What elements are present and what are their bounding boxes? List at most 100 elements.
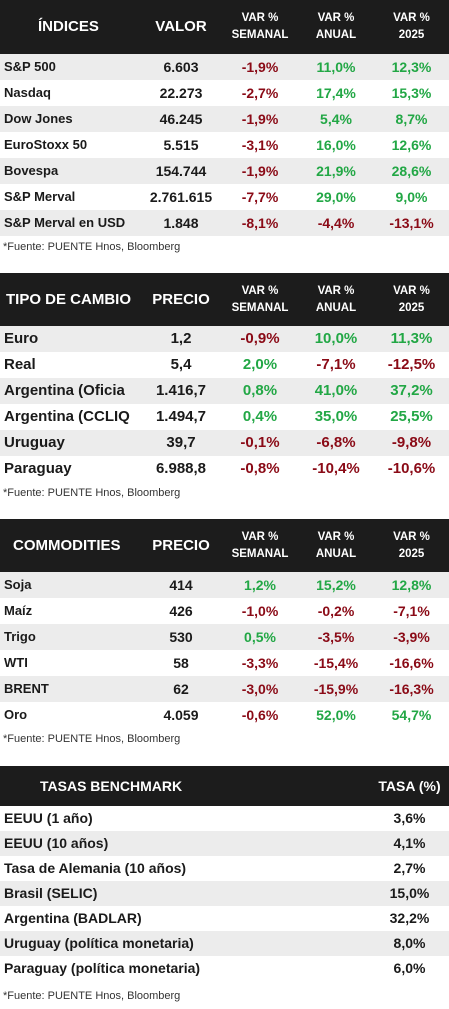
fx-header-year-line2: ANUAL [315,301,357,314]
row-value: 62 [173,681,189,697]
row-year-change: -3,5% [317,629,355,645]
row-week-change: -8,1% [241,215,279,231]
fx-source: *Fuente: PUENTE Hnos, Bloomberg [3,487,181,499]
row-week-change: -3,3% [241,655,279,671]
rate-name: Tasa de Alemania (10 años) [4,860,187,876]
fx-header-year-line1: VAR % [317,284,355,297]
commodities-header-year-line2: ANUAL [315,547,357,560]
commodities-header-value: PRECIO [152,537,210,554]
row-ytd-change: 15,3% [391,85,432,101]
row-ytd-change: -3,9% [393,629,430,645]
row-name: Argentina (CCLIQ [4,408,130,425]
commodities-source: *Fuente: PUENTE Hnos, Bloomberg [3,733,181,745]
row-name: Nasdaq [4,85,51,100]
fx-header-week-line2: SEMANAL [231,301,289,314]
commodities-header-year-line1: VAR % [317,530,355,543]
rate-name: EEUU (10 años) [4,835,109,851]
indices-header-year: VAR % ANUAL [298,10,374,44]
table-row: EEUU (1 año) 3,6% [0,806,449,831]
row-ytd-change: 9,0% [395,189,428,205]
row-week-change: -0,8% [240,460,280,477]
row-ytd-change: 12,6% [391,137,432,153]
row-name: Maíz [4,603,33,618]
table-row: Dow Jones 46.245 -1,9% 5,4% 8,7% [0,106,449,132]
fx-header: TIPO DE CAMBIO PRECIO VAR % SEMANAL VAR % ANU… [0,273,449,326]
rates-header: TASAS BENCHMARK TASA (%) [0,766,449,806]
fx-header-year: VAR % ANUAL [298,283,374,317]
row-name: EuroStoxx 50 [4,137,88,152]
row-ytd-change: 8,7% [395,111,428,127]
row-value: 414 [169,577,193,593]
row-value: 426 [169,603,193,619]
row-year-change: -15,4% [313,655,359,671]
row-name: Bovespa [4,163,59,178]
table-row: Tasa de Alemania (10 años) 2,7% [0,856,449,881]
table-row: Paraguay (política monetaria) 6,0% [0,956,449,981]
indices-header-ytd: VAR % 2025 [374,10,449,44]
row-ytd-change: 12,8% [391,577,432,593]
table-row: BRENT 62 -3,0% -15,9% -16,3% [0,676,449,702]
rate-name: Uruguay (política monetaria) [4,935,194,951]
rate-name: Brasil (SELIC) [4,885,98,901]
row-year-change: -4,4% [317,215,355,231]
table-row: EEUU (10 años) 4,1% [0,831,449,856]
row-week-change: 1,2% [244,577,276,593]
indices-header-week-line1: VAR % [241,12,279,24]
fx-header-week-line1: VAR % [241,284,279,297]
row-name: BRENT [4,681,49,696]
rate-value: 2,7% [393,860,426,876]
row-year-change: 41,0% [314,382,358,399]
rates-header-name: TASAS BENCHMARK [40,778,183,794]
row-value: 58 [173,655,189,671]
table-row: Argentina (Oficia 1.416,7 0,8% 41,0% 37,2% [0,378,449,404]
row-value: 6.988,8 [155,460,207,477]
row-name: S&P Merval en USD [4,215,126,230]
commodities-header-ytd: VAR % 2025 [374,529,449,563]
indices-header: ÍNDICES VALOR VAR % SEMANAL VAR % ANUAL VAR % 2… [0,0,449,54]
row-ytd-change: -16,3% [389,681,434,697]
row-week-change: -1,0% [241,603,279,619]
rates-source: *Fuente: PUENTE Hnos, Bloomberg [3,990,181,1002]
row-week-change: 0,4% [242,408,278,425]
table-row: EuroStoxx 50 5.515 -3,1% 16,0% 12,6% [0,132,449,158]
commodities-header: COMMODITIES PRECIO VAR % SEMANAL VAR % ANUAL V… [0,519,449,572]
row-name: Real [4,356,36,373]
row-week-change: -3,0% [241,681,279,697]
row-name: WTI [4,655,28,670]
row-ytd-change: -16,6% [389,655,434,671]
row-name: Euro [4,330,39,347]
row-year-change: -7,1% [316,356,356,373]
commodities-header-ytd-line1: VAR % [393,530,430,543]
fx-header-ytd-line1: VAR % [393,284,430,297]
row-name: Soja [4,577,32,592]
row-value: 22.273 [159,85,203,101]
fx-header-value: PRECIO [152,291,210,308]
row-year-change: 17,4% [316,85,356,101]
row-year-change: -6,8% [316,434,356,451]
row-week-change: -0,6% [241,707,279,723]
row-value: 6.603 [163,59,199,75]
table-row: Euro 1,2 -0,9% 10,0% 11,3% [0,326,449,352]
row-ytd-change: -7,1% [393,603,430,619]
fx-header-name: TIPO DE CAMBIO [6,291,132,308]
commodities-header-year: VAR % ANUAL [298,529,374,563]
rates-header-rate: TASA (%) [378,778,441,794]
row-value: 2.761.615 [149,189,213,205]
row-year-change: 10,0% [314,330,358,347]
row-ytd-change: 12,3% [391,59,432,75]
table-row: Trigo 530 0,5% -3,5% -3,9% [0,624,449,650]
table-row: Nasdaq 22.273 -2,7% 17,4% 15,3% [0,80,449,106]
table-row: Argentina (BADLAR) 32,2% [0,906,449,931]
row-ytd-change: -12,5% [387,356,436,373]
row-value: 5.515 [163,137,199,153]
row-week-change: 2,0% [242,356,278,373]
table-row: S&P 500 6.603 -1,9% 11,0% 12,3% [0,54,449,80]
commodities-header-week-line2: SEMANAL [231,547,289,560]
row-year-change: 21,9% [316,163,356,179]
row-value: 5,4 [170,356,192,373]
indices-header-year-line2: ANUAL [315,29,357,41]
rate-name: Argentina (BADLAR) [4,910,142,926]
rates-section: TASAS BENCHMARK TASA (%) EEUU (1 año) 3,6% E… [0,766,449,1005]
table-row: Paraguay 6.988,8 -0,8% -10,4% -10,6% [0,456,449,482]
row-ytd-change: -13,1% [389,215,434,231]
